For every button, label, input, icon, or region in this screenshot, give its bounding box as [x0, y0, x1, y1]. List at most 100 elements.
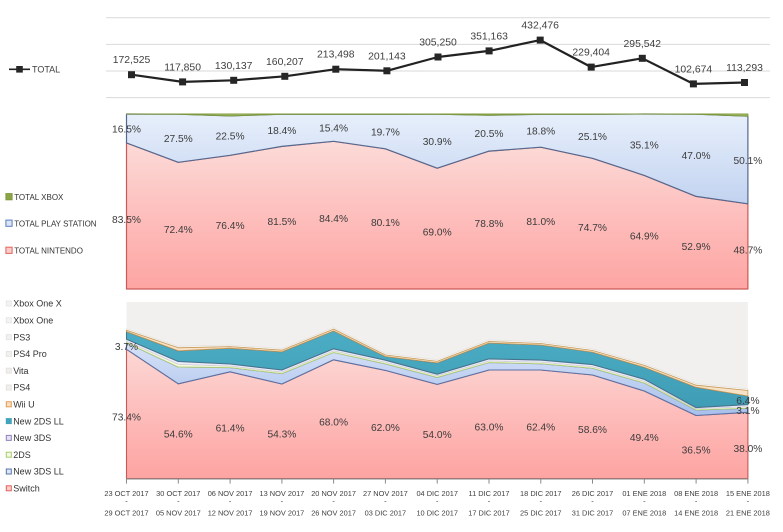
svg-text:72.4%: 72.4% [164, 225, 193, 236]
svg-text:2DS: 2DS [13, 450, 31, 460]
svg-text:03 DIC 2017: 03 DIC 2017 [365, 509, 407, 518]
svg-text:64.9%: 64.9% [630, 231, 659, 242]
svg-text:-: - [488, 497, 491, 506]
svg-text:58.6%: 58.6% [578, 425, 607, 436]
svg-text:20 NOV 2017: 20 NOV 2017 [311, 489, 356, 498]
svg-text:73.4%: 73.4% [112, 412, 141, 423]
svg-text:26 NOV 2017: 26 NOV 2017 [311, 509, 356, 518]
svg-text:06 NOV 2017: 06 NOV 2017 [208, 489, 253, 498]
svg-text:18.4%: 18.4% [267, 126, 296, 137]
svg-text:19.7%: 19.7% [371, 128, 400, 139]
svg-text:14 ENE 2018: 14 ENE 2018 [674, 509, 718, 518]
svg-text:New 3DS LL: New 3DS LL [13, 467, 64, 477]
svg-text:26 DIC 2017: 26 DIC 2017 [572, 489, 614, 498]
svg-text:Xbox One X: Xbox One X [13, 299, 62, 309]
svg-text:30.9%: 30.9% [423, 137, 452, 148]
svg-text:213,498: 213,498 [317, 50, 355, 61]
svg-text:36.5%: 36.5% [682, 445, 711, 456]
svg-text:04 DIC 2017: 04 DIC 2017 [416, 489, 458, 498]
svg-text:160,207: 160,207 [266, 57, 304, 68]
svg-text:TOTAL XBOX: TOTAL XBOX [14, 193, 64, 202]
svg-text:Xbox One: Xbox One [13, 316, 53, 326]
svg-text:54.0%: 54.0% [423, 430, 452, 441]
svg-text:63.0%: 63.0% [475, 423, 504, 434]
svg-text:62.4%: 62.4% [526, 423, 555, 434]
svg-text:351,163: 351,163 [470, 31, 508, 42]
svg-text:-: - [747, 497, 750, 506]
svg-text:25 DIC 2017: 25 DIC 2017 [520, 509, 562, 518]
svg-text:102,674: 102,674 [675, 64, 713, 75]
svg-text:13 NOV 2017: 13 NOV 2017 [260, 489, 305, 498]
svg-text:Switch: Switch [13, 484, 40, 494]
svg-text:76.4%: 76.4% [216, 221, 245, 232]
svg-text:83.5%: 83.5% [112, 215, 141, 226]
svg-text:PS4: PS4 [13, 383, 30, 393]
svg-text:305,250: 305,250 [419, 38, 457, 49]
svg-text:PS4 Pro: PS4 Pro [13, 349, 47, 359]
svg-text:25.1%: 25.1% [578, 132, 607, 143]
svg-text:80.1%: 80.1% [371, 218, 400, 229]
svg-text:-: - [281, 497, 284, 506]
svg-text:229,404: 229,404 [572, 48, 610, 59]
svg-text:113,293: 113,293 [726, 63, 763, 74]
svg-text:17 DIC 2017: 17 DIC 2017 [468, 509, 510, 518]
svg-text:130,137: 130,137 [215, 61, 253, 72]
svg-text:201,143: 201,143 [368, 51, 406, 62]
svg-text:-: - [384, 497, 387, 506]
svg-text:27 NOV 2017: 27 NOV 2017 [363, 489, 408, 498]
svg-text:81.0%: 81.0% [526, 217, 555, 228]
svg-text:69.0%: 69.0% [423, 228, 452, 239]
svg-text:19 NOV 2017: 19 NOV 2017 [260, 509, 305, 518]
svg-text:TOTAL NINTENDO: TOTAL NINTENDO [14, 246, 83, 255]
svg-text:12 NOV 2017: 12 NOV 2017 [208, 509, 253, 518]
svg-text:47.0%: 47.0% [682, 151, 711, 162]
svg-text:07 ENE 2018: 07 ENE 2018 [622, 509, 666, 518]
svg-text:TOTAL PLAY STATION: TOTAL PLAY STATION [14, 219, 97, 228]
svg-text:-: - [540, 497, 543, 506]
svg-text:3.7%: 3.7% [115, 342, 138, 353]
svg-text:68.0%: 68.0% [319, 418, 348, 429]
svg-text:18.8%: 18.8% [526, 127, 555, 138]
svg-text:84.4%: 84.4% [319, 214, 348, 225]
svg-text:61.4%: 61.4% [216, 424, 245, 435]
svg-text:PS3: PS3 [13, 332, 30, 342]
svg-text:New 2DS LL: New 2DS LL [13, 416, 64, 426]
svg-text:16.5%: 16.5% [112, 124, 141, 135]
svg-text:54.3%: 54.3% [267, 430, 296, 441]
svg-text:117,850: 117,850 [164, 62, 201, 73]
svg-text:3.1%: 3.1% [736, 406, 759, 417]
svg-text:15.4%: 15.4% [319, 124, 348, 135]
svg-text:48.7%: 48.7% [733, 246, 762, 257]
svg-text:81.5%: 81.5% [267, 217, 296, 228]
svg-text:Vita: Vita [13, 366, 28, 376]
svg-text:50.1%: 50.1% [733, 156, 762, 167]
svg-text:172,525: 172,525 [113, 55, 151, 66]
svg-text:62.0%: 62.0% [371, 423, 400, 434]
svg-text:-: - [177, 497, 180, 506]
svg-text:-: - [643, 497, 646, 506]
svg-text:New 3DS: New 3DS [13, 433, 51, 443]
svg-text:-: - [332, 497, 335, 506]
svg-text:22.5%: 22.5% [216, 132, 245, 143]
svg-text:-: - [229, 497, 232, 506]
svg-text:18 DIC 2017: 18 DIC 2017 [520, 489, 562, 498]
svg-text:23 OCT 2017: 23 OCT 2017 [104, 489, 148, 498]
svg-text:05 NOV 2017: 05 NOV 2017 [156, 509, 201, 518]
svg-text:38.0%: 38.0% [733, 444, 762, 455]
svg-text:52.9%: 52.9% [682, 242, 711, 253]
svg-text:78.8%: 78.8% [475, 219, 504, 230]
svg-text:TOTAL: TOTAL [32, 64, 60, 74]
svg-text:35.1%: 35.1% [630, 141, 659, 152]
svg-text:21 ENE 2018: 21 ENE 2018 [726, 509, 770, 518]
svg-text:11 DIC 2017: 11 DIC 2017 [469, 489, 510, 498]
svg-text:10 DIC 2017: 10 DIC 2017 [416, 509, 458, 518]
svg-text:20.5%: 20.5% [475, 129, 504, 140]
svg-text:74.7%: 74.7% [578, 223, 607, 234]
svg-text:6.4%: 6.4% [736, 396, 759, 407]
svg-text:-: - [125, 497, 128, 506]
svg-text:31 DIC 2017: 31 DIC 2017 [572, 509, 614, 518]
svg-text:30 OCT 2017: 30 OCT 2017 [156, 489, 200, 498]
svg-text:-: - [436, 497, 439, 506]
svg-text:295,542: 295,542 [624, 39, 662, 50]
svg-text:29 OCT 2017: 29 OCT 2017 [104, 509, 148, 518]
